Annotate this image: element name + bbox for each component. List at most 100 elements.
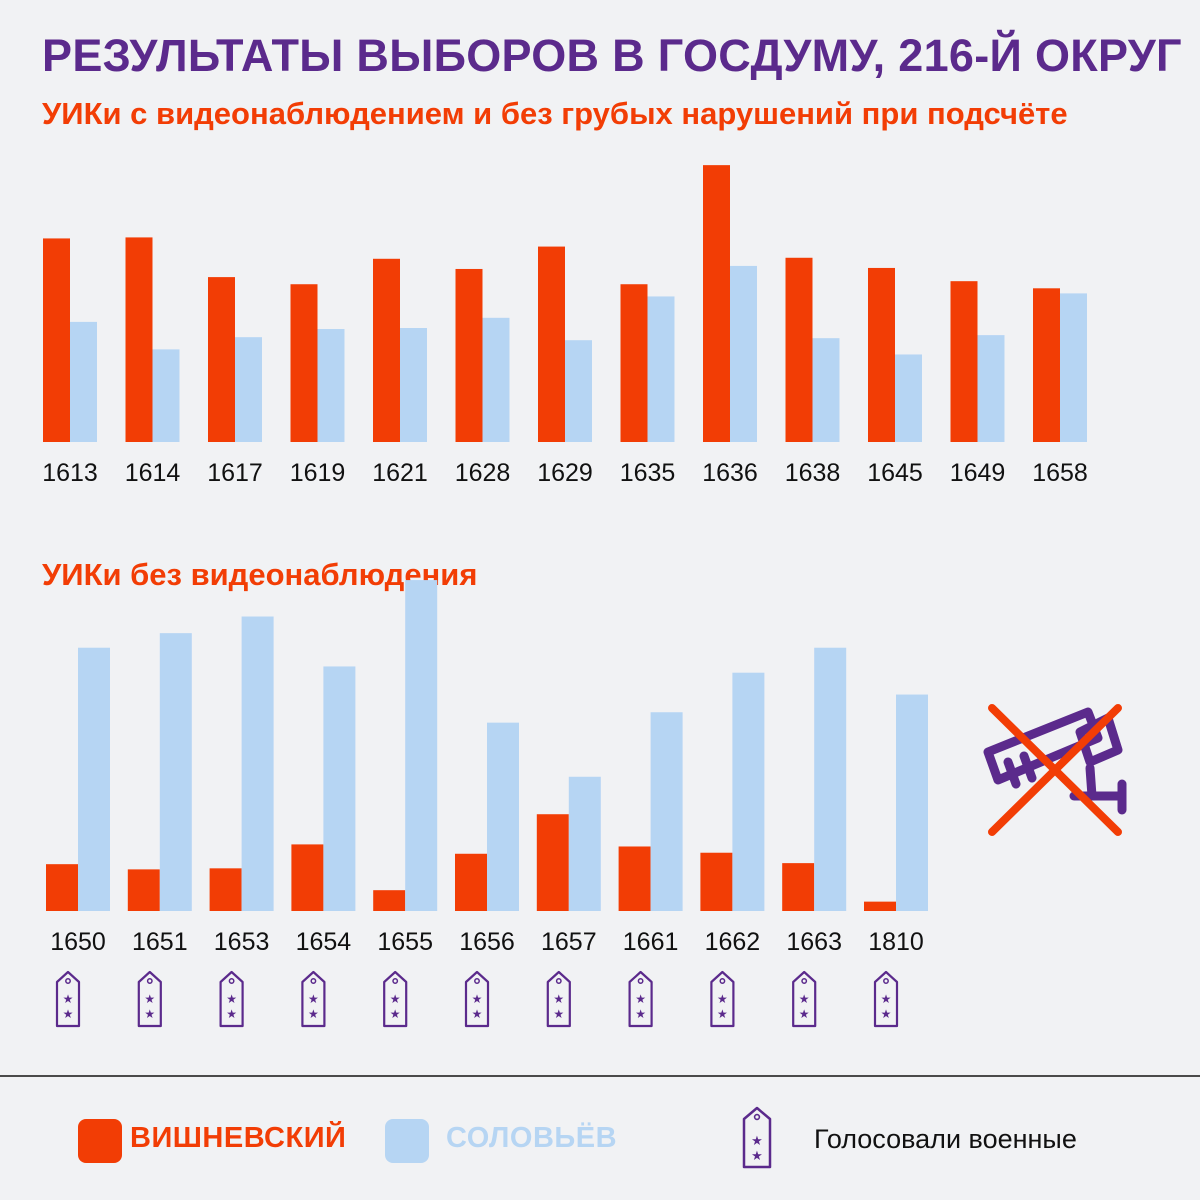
bar-solovyov-1617: [235, 337, 262, 442]
legend-label-solovyov: СОЛОВЬЁВ: [446, 1122, 618, 1154]
bar-vishnevsky-1658: [1033, 288, 1060, 442]
bar-vishnevsky-1614: [125, 237, 153, 442]
svg-text:★: ★: [144, 1007, 155, 1021]
bar-vishnevsky-1621: [373, 258, 400, 442]
svg-text:★: ★: [308, 1007, 319, 1021]
svg-text:★: ★: [63, 992, 74, 1006]
shoulder-strap-icon-1662: ★★: [710, 970, 735, 1028]
bar-vishnevsky-1656: [455, 853, 487, 911]
shoulder-strap-icon-1653: ★★: [219, 970, 244, 1028]
svg-text:★: ★: [635, 992, 646, 1006]
bar-solovyov-1629: [565, 340, 592, 442]
svg-text:★: ★: [881, 992, 892, 1006]
bar-vishnevsky-1662: [700, 852, 733, 911]
svg-text:★: ★: [717, 992, 728, 1006]
legend-swatch-solovyov: [385, 1119, 429, 1163]
shoulder-strap-icon-1657: ★★: [546, 970, 571, 1028]
bar-solovyov-1653: [241, 616, 274, 911]
bar-vishnevsky-1635: [620, 284, 648, 442]
shoulder-strap-icon-1661: ★★: [628, 970, 653, 1028]
svg-text:★: ★: [717, 1007, 728, 1021]
bar-solovyov-1636: [730, 265, 757, 442]
bar-solovyov-1621: [400, 328, 427, 442]
bar-solovyov-1656: [487, 722, 519, 911]
shoulder-strap-icon-1655: ★★: [383, 970, 408, 1028]
shoulder-strap-icon-1651: ★★: [137, 970, 162, 1028]
svg-text:★: ★: [635, 1007, 646, 1021]
bar-solovyov-1614: [152, 349, 180, 442]
bar-vishnevsky-1651: [127, 869, 160, 911]
x-tick-label-1656: 1656: [459, 928, 515, 956]
bar-vishnevsky-1638: [785, 257, 813, 442]
x-tick-label-1645: 1645: [867, 459, 923, 487]
bar-solovyov-1638: [812, 338, 840, 442]
bar-solovyov-1650: [78, 647, 110, 911]
bar-vishnevsky-1619: [290, 284, 318, 442]
legend-shoulder-strap-icon: ★ ★: [742, 1106, 772, 1169]
bar-solovyov-1645: [895, 354, 922, 442]
x-tick-label-1810: 1810: [868, 928, 924, 956]
shoulder-strap-icon-1656: ★★: [464, 970, 490, 1028]
bar-solovyov-1657: [568, 776, 601, 911]
x-tick-label-1658: 1658: [1032, 459, 1088, 487]
x-tick-label-1654: 1654: [296, 928, 352, 956]
svg-text:★: ★: [751, 1134, 763, 1149]
bar-solovyov-1635: [647, 296, 675, 442]
bar-vishnevsky-1645: [868, 267, 895, 442]
bar-solovyov-1613: [70, 321, 97, 442]
x-tick-label-1651: 1651: [132, 928, 188, 956]
x-tick-label-1617: 1617: [207, 459, 263, 487]
crossed-out-camera-icon: [983, 704, 1127, 836]
shoulder-strap-icon-1663: ★★: [792, 970, 817, 1028]
footer-divider: [0, 1075, 1200, 1077]
x-tick-label-1638: 1638: [785, 459, 841, 487]
svg-text:★: ★: [390, 992, 401, 1006]
bar-vishnevsky-1655: [373, 890, 406, 911]
svg-text:★: ★: [751, 1149, 763, 1164]
x-tick-label-1661: 1661: [623, 928, 679, 956]
x-tick-label-1629: 1629: [537, 459, 593, 487]
x-tick-label-1663: 1663: [786, 928, 842, 956]
bar-vishnevsky-1661: [618, 846, 651, 911]
x-tick-label-1662: 1662: [705, 928, 761, 956]
legend-label-military: Голосовали военные: [814, 1124, 1077, 1154]
bar-solovyov-1649: [977, 335, 1005, 442]
x-tick-label-1655: 1655: [377, 928, 433, 956]
bar-vishnevsky-1613: [43, 238, 70, 442]
shoulder-strap-icon-1654: ★★: [301, 970, 326, 1028]
bar-solovyov-1658: [1060, 293, 1087, 442]
svg-text:★: ★: [553, 1007, 564, 1021]
x-tick-label-1614: 1614: [125, 459, 181, 487]
svg-text:★: ★: [881, 1007, 892, 1021]
x-tick-label-1621: 1621: [372, 459, 428, 487]
x-tick-label-1649: 1649: [950, 459, 1006, 487]
x-tick-label-1636: 1636: [702, 459, 758, 487]
bar-solovyov-1661: [650, 712, 683, 911]
svg-text:★: ★: [63, 1007, 74, 1021]
svg-text:★: ★: [472, 992, 483, 1006]
x-tick-label-1628: 1628: [455, 459, 511, 487]
shoulder-strap-icon-1650: ★★: [55, 970, 81, 1028]
bar-solovyov-1810: [896, 694, 928, 911]
x-tick-label-1657: 1657: [541, 928, 597, 956]
bar-vishnevsky-1654: [291, 844, 324, 911]
bar-solovyov-1651: [159, 633, 192, 911]
bar-solovyov-1628: [482, 317, 510, 442]
bar-vishnevsky-1629: [538, 246, 565, 442]
svg-text:★: ★: [226, 1007, 237, 1021]
page-title: РЕЗУЛЬТАТЫ ВЫБОРОВ В ГОСДУМУ, 216-Й ОКРУ…: [42, 30, 1182, 81]
bar-solovyov-1654: [323, 666, 356, 911]
x-tick-label-1653: 1653: [214, 928, 270, 956]
legend-label-vishnevsky: ВИШНЕВСКИЙ: [130, 1122, 347, 1154]
chart-with-video: 1613 1614 1617 1619 1621 1628 1629 1635 1636 1638…: [42, 165, 1088, 487]
bar-vishnevsky-1663: [782, 863, 815, 911]
bar-vishnevsky-1636: [703, 165, 730, 442]
bar-vishnevsky-1617: [208, 277, 235, 442]
x-tick-label-1619: 1619: [290, 459, 346, 487]
svg-text:★: ★: [799, 992, 810, 1006]
bar-vishnevsky-1628: [455, 268, 483, 442]
x-tick-label-1635: 1635: [620, 459, 676, 487]
x-tick-label-1650: 1650: [50, 928, 106, 956]
bar-vishnevsky-1653: [209, 868, 242, 911]
legend-swatch-vishnevsky: [78, 1119, 122, 1163]
